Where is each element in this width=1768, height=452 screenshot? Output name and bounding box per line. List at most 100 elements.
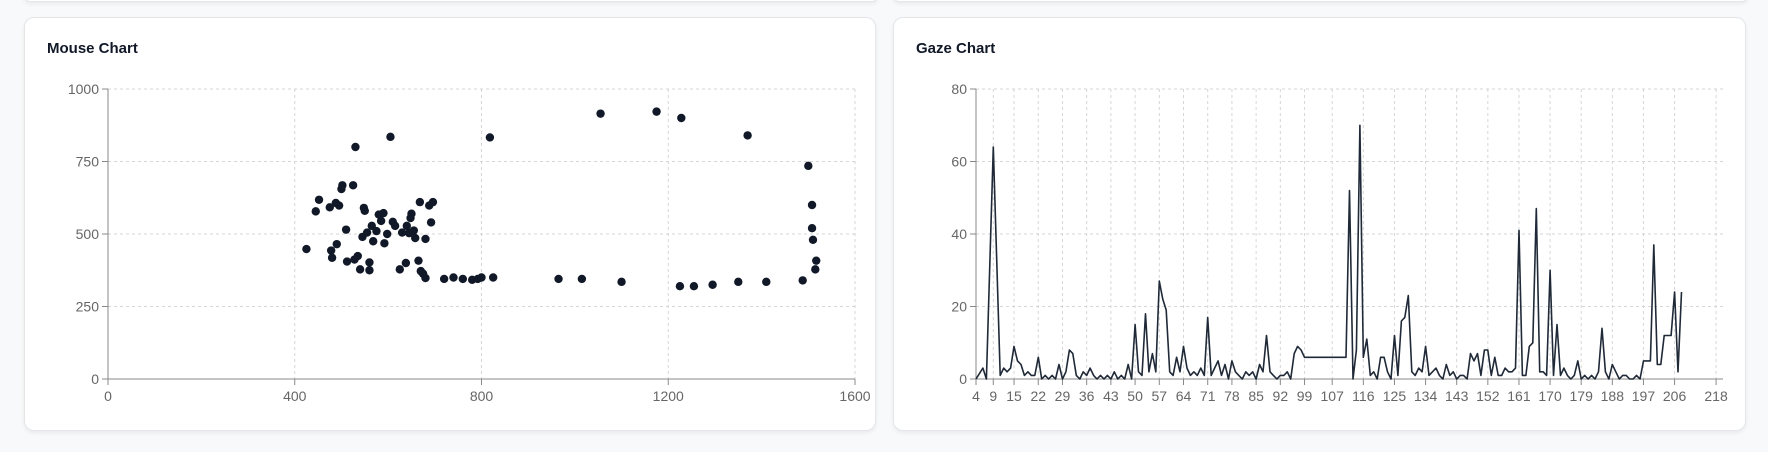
scatter-point	[382, 229, 392, 239]
x-tick-label: 125	[1383, 388, 1407, 404]
scatter-point	[577, 274, 587, 284]
scatter-point	[554, 274, 563, 284]
y-tick-label: 80	[951, 81, 967, 97]
y-tick-label: 1000	[68, 81, 99, 97]
mouse-chart-title: Mouse Chart	[47, 40, 138, 57]
x-tick-label: 99	[1297, 388, 1313, 404]
y-tick-label: 250	[76, 299, 100, 315]
scatter-point	[677, 113, 686, 123]
scatter-point	[360, 206, 369, 215]
scatter-point	[439, 274, 449, 284]
scatter-point	[348, 181, 358, 190]
x-tick-label: 85	[1248, 388, 1264, 404]
x-tick-label: 1600	[839, 388, 870, 404]
scatter-point	[314, 195, 324, 204]
scatter-point	[807, 200, 817, 210]
scatter-point	[449, 273, 458, 282]
x-tick-label: 29	[1055, 388, 1071, 404]
scatter-point	[326, 246, 336, 255]
x-tick-label: 152	[1476, 388, 1500, 404]
scatter-point	[708, 280, 717, 289]
scatter-point	[397, 228, 407, 237]
scatter-point	[376, 216, 386, 226]
scatter-point	[332, 239, 341, 249]
scatter-point	[428, 197, 438, 207]
y-tick-label: 60	[951, 154, 967, 170]
scatter-point	[368, 237, 378, 246]
scatter-point	[807, 224, 817, 233]
scatter-point	[372, 226, 381, 236]
x-tick-label: 116	[1352, 388, 1375, 404]
x-tick-label: 143	[1445, 388, 1469, 404]
scatter-point	[477, 273, 486, 282]
scatter-point	[596, 109, 605, 118]
scatter-point	[402, 221, 411, 231]
y-tick-label: 500	[76, 226, 100, 242]
scatter-point	[327, 253, 337, 262]
scatter-point	[395, 265, 404, 274]
y-tick-label: 750	[76, 154, 100, 170]
x-tick-label: 15	[1006, 388, 1022, 404]
x-tick-label: 206	[1663, 388, 1687, 404]
scatter-point	[386, 132, 395, 142]
scatter-point	[365, 258, 374, 267]
scatter-point	[325, 203, 334, 212]
scatter-point	[675, 282, 685, 291]
scatter-point	[365, 266, 374, 275]
scatter-point	[743, 131, 752, 140]
scatter-point	[812, 256, 821, 265]
scatter-point	[811, 265, 820, 274]
scatter-point	[353, 251, 362, 261]
scatter-point	[458, 274, 468, 284]
scatter-point	[342, 257, 352, 266]
scatter-point	[617, 277, 626, 287]
scatter-point	[351, 142, 360, 152]
gaze-series-line	[975, 124, 1683, 380]
scatter-point	[804, 161, 813, 171]
x-tick-label: 134	[1414, 388, 1438, 404]
scatter-point	[421, 273, 430, 283]
scatter-point	[808, 235, 818, 244]
x-tick-label: 800	[470, 388, 494, 404]
gaze-chart-card: Gaze Chart 0 20 40 60 80 4 9 15 22 29 36 43 50 57 64 71…	[893, 17, 1746, 431]
scatter-point	[379, 208, 388, 218]
gaze-chart-title: Gaze Chart	[916, 40, 996, 57]
x-tick-label: 78	[1224, 388, 1240, 404]
mouse-chart-card: Mouse Chart 0 250 500 750 1000 0 400 800 1200 160…	[24, 17, 876, 431]
previous-card-edge	[893, 0, 1748, 2]
scatter-point	[411, 233, 420, 243]
y-tick-label: 20	[951, 299, 967, 315]
scatter-point	[488, 273, 498, 282]
x-tick-label: 218	[1704, 388, 1728, 404]
scatter-point	[734, 277, 743, 287]
scatter-point	[362, 228, 372, 237]
scatter-point	[380, 239, 389, 248]
scatter-point	[401, 258, 411, 268]
scatter-point	[311, 207, 320, 216]
scatter-point	[338, 181, 347, 190]
scatter-point	[302, 244, 311, 254]
scatter-point	[407, 209, 416, 218]
scatter-point	[689, 282, 699, 291]
scatter-point	[426, 218, 436, 227]
x-tick-label: 188	[1601, 388, 1625, 404]
x-tick-label: 57	[1152, 388, 1168, 404]
x-tick-label: 197	[1632, 388, 1656, 404]
x-tick-label: 0	[104, 388, 112, 404]
y-tick-label: 40	[951, 226, 967, 242]
scatter-point	[652, 107, 661, 116]
scatter-point	[414, 256, 423, 265]
scatter-point	[355, 265, 365, 274]
scatter-point	[334, 201, 344, 210]
x-tick-label: 107	[1321, 388, 1345, 404]
x-tick-label: 43	[1103, 388, 1119, 404]
x-tick-label: 4	[972, 388, 980, 404]
x-tick-label: 179	[1570, 388, 1594, 404]
scatter-point	[798, 276, 807, 285]
scatter-point	[390, 221, 400, 231]
scatter-point	[341, 225, 351, 234]
x-tick-label: 64	[1176, 388, 1192, 404]
scatter-point	[762, 277, 771, 287]
x-tick-label: 71	[1200, 388, 1216, 404]
x-tick-label: 161	[1507, 388, 1531, 404]
